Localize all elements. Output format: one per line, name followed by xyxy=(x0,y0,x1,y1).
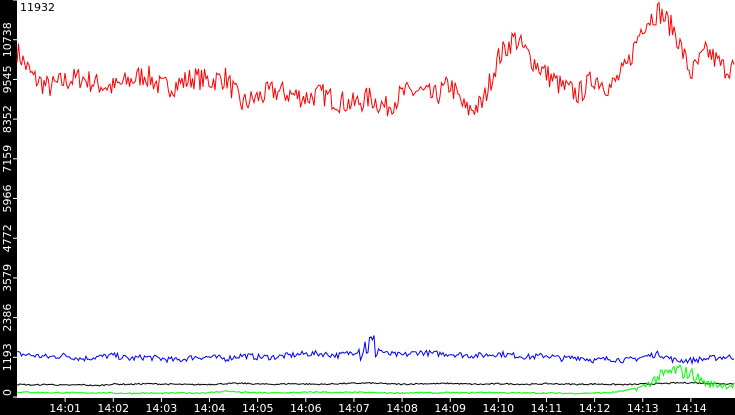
y-tick-label: 7159 xyxy=(1,145,14,173)
y-tick-label: 0 xyxy=(1,389,14,396)
series-line-3 xyxy=(16,363,735,395)
y-tick-label: 9545 xyxy=(1,65,14,93)
y-tick-label: 8352 xyxy=(1,105,14,133)
x-tick-label: 14:03 xyxy=(146,402,178,415)
x-tick-label: 14:13 xyxy=(627,402,659,415)
x-tick-label: 14:08 xyxy=(386,402,418,415)
series-line-0 xyxy=(16,1,735,117)
y-tick-label: 5966 xyxy=(1,185,14,213)
y-tick-label: 10738 xyxy=(1,22,14,57)
y-tick-label: 1193 xyxy=(1,343,14,371)
x-tick-label: 14:12 xyxy=(579,402,611,415)
x-tick-label: 14:02 xyxy=(97,402,129,415)
x-tick-label: 14:06 xyxy=(290,402,322,415)
series-line-1 xyxy=(16,335,735,366)
series-line-2 xyxy=(16,381,735,387)
x-tick-label: 14:07 xyxy=(338,402,370,415)
plot-area xyxy=(17,0,735,398)
y-tick-label: 2386 xyxy=(1,304,14,332)
y-tick-label: 4772 xyxy=(1,224,14,252)
x-tick-label: 14:10 xyxy=(482,402,514,415)
x-tick-label: 14:09 xyxy=(434,402,466,415)
x-tick-label: 14:01 xyxy=(49,402,81,415)
x-tick-label: 14:11 xyxy=(531,402,563,415)
y-tick-label: 3579 xyxy=(1,264,14,292)
y-tick-label: 11932 xyxy=(20,1,55,14)
x-tick-label: 14:04 xyxy=(194,402,226,415)
x-tick-label: 14:14 xyxy=(675,402,707,415)
x-tick-label: 14:05 xyxy=(242,402,274,415)
